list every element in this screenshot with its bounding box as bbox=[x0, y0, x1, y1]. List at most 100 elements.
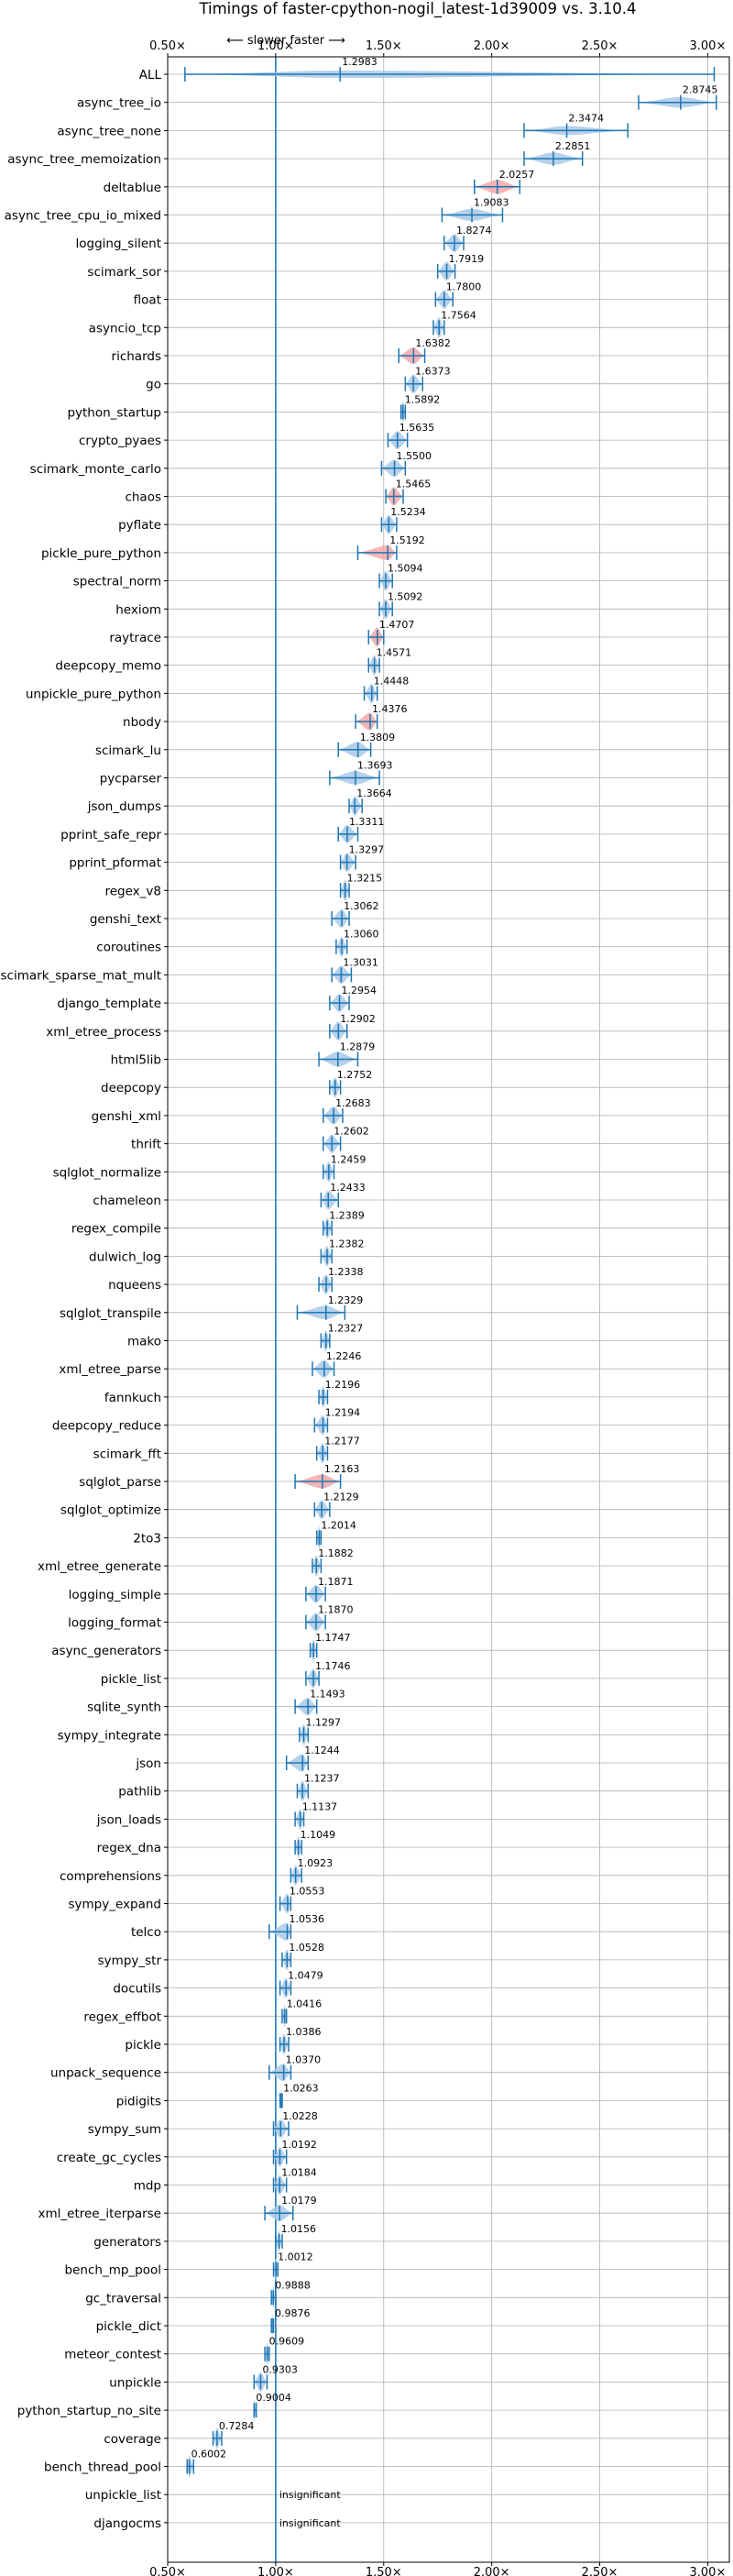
value-label: 1.1747 bbox=[315, 1632, 351, 1644]
value-label: 1.2752 bbox=[337, 1069, 373, 1081]
value-label: 2.8745 bbox=[683, 84, 718, 96]
x-tick-label-bottom: 0.50× bbox=[149, 2566, 186, 2576]
value-label: 1.2177 bbox=[324, 1435, 360, 1447]
value-label: 0.9888 bbox=[275, 2279, 311, 2291]
value-label: 1.5892 bbox=[405, 393, 441, 405]
value-label: 1.3664 bbox=[356, 787, 392, 799]
value-label: 2.2851 bbox=[555, 140, 591, 152]
value-label: 1.5094 bbox=[388, 563, 423, 575]
category-label: chameleon bbox=[93, 1194, 161, 1208]
value-label: 1.1049 bbox=[301, 1829, 336, 1841]
category-label: asyncio_tcp bbox=[89, 321, 161, 336]
category-label: async_tree_io bbox=[77, 96, 161, 111]
category-label: html5lib bbox=[111, 1053, 161, 1068]
value-label: 1.3215 bbox=[347, 872, 383, 884]
category-label: unpickle bbox=[109, 2375, 161, 2390]
value-label: 1.1870 bbox=[318, 1604, 354, 1616]
value-label: 2.0257 bbox=[499, 169, 535, 181]
value-label: 1.1882 bbox=[318, 1547, 354, 1559]
category-label: pickle_pure_python bbox=[41, 546, 161, 561]
category-label: dulwich_log bbox=[89, 1249, 161, 1264]
value-label: 1.2389 bbox=[329, 1210, 365, 1222]
category-label: nbody bbox=[123, 715, 161, 730]
x-tick-label-bottom: 3.00× bbox=[690, 2566, 727, 2576]
value-label: 1.2983 bbox=[342, 56, 377, 68]
value-label: 1.0536 bbox=[290, 1913, 325, 1925]
category-label: json bbox=[135, 1756, 161, 1771]
x-tick-label-bottom: 1.50× bbox=[366, 2566, 402, 2576]
category-label: pprint_safe_repr bbox=[60, 828, 161, 842]
category-label: xml_etree_iterparse bbox=[38, 2207, 162, 2221]
category-label: thrift bbox=[131, 1138, 161, 1152]
category-label: mako bbox=[127, 1335, 161, 1349]
category-label: python_startup_no_site bbox=[17, 2404, 161, 2418]
value-label: 1.7800 bbox=[446, 281, 482, 293]
category-label: xml_etree_process bbox=[46, 1025, 161, 1040]
value-label: 1.1137 bbox=[302, 1800, 338, 1812]
category-label: crypto_pyaes bbox=[79, 434, 161, 448]
category-label: django_template bbox=[57, 996, 161, 1011]
value-label: 1.4376 bbox=[372, 703, 408, 715]
value-label: 1.5635 bbox=[399, 422, 435, 434]
value-label: 1.5234 bbox=[390, 506, 426, 518]
category-label: xml_etree_parse bbox=[59, 1362, 161, 1377]
x-tick-label-top: 2.50× bbox=[582, 39, 618, 53]
category-label: scimark_lu bbox=[95, 743, 161, 758]
category-label: richards bbox=[112, 349, 161, 364]
value-label: 1.0228 bbox=[282, 2110, 318, 2122]
category-label: unpack_sequence bbox=[50, 2066, 161, 2081]
value-label: 1.3031 bbox=[343, 956, 378, 968]
value-label: 1.0923 bbox=[298, 1857, 334, 1869]
value-label: 1.2338 bbox=[328, 1266, 364, 1278]
category-label: xml_etree_generate bbox=[38, 1559, 161, 1574]
category-label: scimark_fft bbox=[93, 1447, 161, 1461]
category-label: json_loads bbox=[96, 1812, 161, 1827]
value-label: 1.4571 bbox=[377, 647, 412, 659]
category-label: raytrace bbox=[109, 631, 161, 645]
category-label: spectral_norm bbox=[73, 575, 161, 589]
category-label: sympy_str bbox=[98, 1954, 162, 1968]
category-label: djangocms bbox=[93, 2516, 161, 2531]
value-label: 1.1297 bbox=[305, 1716, 341, 1728]
category-label: unpickle_pure_python bbox=[26, 687, 161, 701]
value-label: 1.2879 bbox=[340, 1041, 376, 1053]
value-label: 1.0416 bbox=[287, 1998, 323, 2009]
category-label: genshi_text bbox=[90, 912, 161, 927]
category-label: pathlib bbox=[118, 1785, 161, 1800]
category-label: telco bbox=[131, 1925, 161, 1940]
category-label: async_generators bbox=[51, 1644, 161, 1658]
value-label: 1.5465 bbox=[396, 479, 432, 490]
category-label: pickle_dict bbox=[96, 2319, 161, 2334]
value-label: 1.0370 bbox=[286, 2054, 322, 2066]
data-labels: 1.2983 2.8745 2.3474 2.2851 2.0257 1.9083 1.82… bbox=[191, 56, 718, 2529]
category-label: generators bbox=[93, 2235, 161, 2250]
value-label: 1.5500 bbox=[397, 450, 432, 462]
direction-annotation: ⟵ slower faster ⟶ bbox=[226, 34, 345, 48]
category-label: logging_silent bbox=[76, 237, 161, 251]
value-label: 1.8274 bbox=[456, 225, 492, 237]
category-label: hexiom bbox=[115, 602, 161, 617]
category-label: meteor_contest bbox=[64, 2348, 161, 2362]
category-label: 2to3 bbox=[133, 1531, 161, 1546]
value-label: 1.2954 bbox=[342, 985, 377, 996]
value-label: 1.0179 bbox=[281, 2195, 317, 2207]
value-label: 1.2329 bbox=[328, 1294, 364, 1306]
category-label: comprehensions bbox=[60, 1869, 161, 1884]
category-label: pprint_pformat bbox=[69, 856, 161, 871]
category-label: ALL bbox=[139, 68, 162, 83]
category-label: go bbox=[146, 378, 161, 392]
category-label: async_tree_cpu_io_mixed bbox=[5, 209, 161, 224]
category-label: scimark_sparse_mat_mult bbox=[1, 968, 161, 983]
category-label: scimark_monte_carlo bbox=[30, 462, 161, 477]
value-label: 1.2163 bbox=[324, 1463, 360, 1475]
x-tick-label-top: 0.50× bbox=[149, 39, 186, 53]
value-label: 1.3693 bbox=[357, 760, 393, 772]
value-label-insignificant: insignificant bbox=[279, 2517, 342, 2529]
plot-frame bbox=[167, 56, 730, 2563]
value-label: 1.3060 bbox=[344, 929, 379, 941]
value-label: 1.0156 bbox=[281, 2223, 317, 2235]
x-tick-label-bottom: 1.00× bbox=[257, 2566, 294, 2576]
value-label: 0.9004 bbox=[256, 2392, 291, 2404]
category-label: pycparser bbox=[100, 772, 162, 787]
